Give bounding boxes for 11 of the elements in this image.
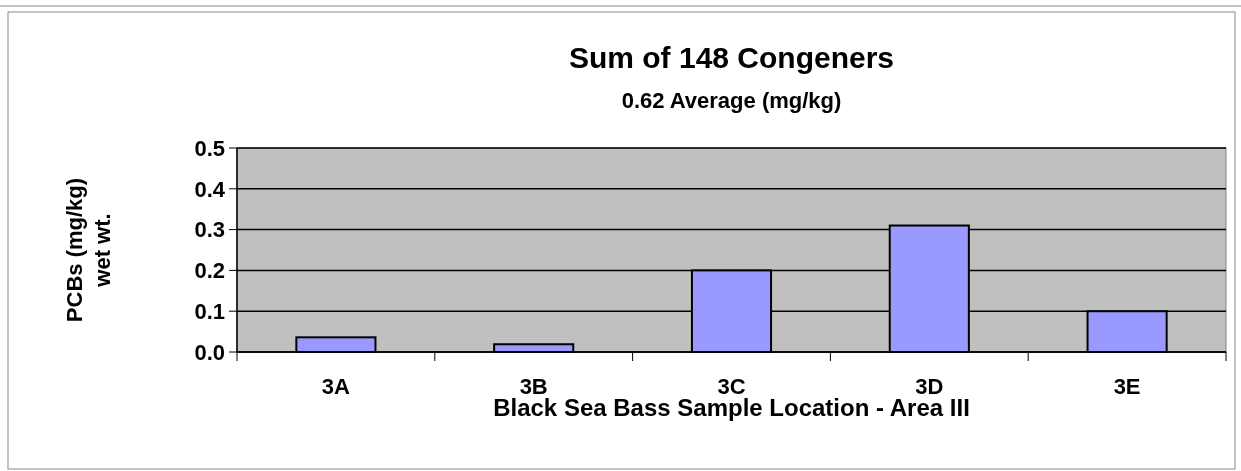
y-tick-label: 0.0: [194, 339, 225, 365]
y-tick-label: 0.5: [194, 135, 225, 161]
y-axis-title: PCBs (mg/kg) wet wt.: [62, 177, 115, 323]
y-tick-label: 0.4: [194, 176, 226, 202]
y-tick-label: 0.3: [194, 217, 225, 243]
x-tick-label: 3E: [1113, 374, 1141, 399]
y-tick-label: 0.2: [194, 258, 225, 284]
chart-title: Sum of 148 Congeners: [568, 41, 895, 74]
x-tick-label: 3A: [321, 374, 351, 399]
y-tick-label: 0.1: [194, 298, 225, 324]
chart-subtitle: 0.62 Average (mg/kg): [621, 88, 842, 113]
